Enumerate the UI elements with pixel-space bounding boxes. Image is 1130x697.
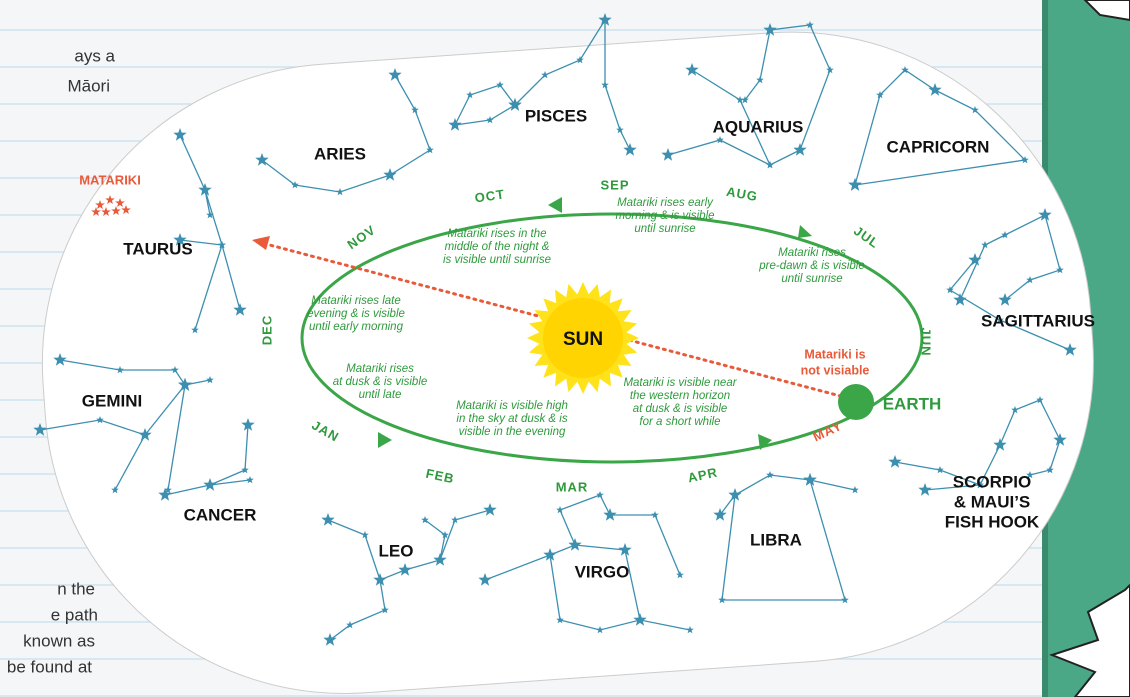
- background-text: be found at: [7, 657, 92, 676]
- label: MAR: [556, 479, 589, 494]
- label: is visible until sunrise: [443, 254, 551, 266]
- background-text: known as: [23, 631, 95, 650]
- diagram: ays a Māori n the e path known as be found at…: [0, 0, 1130, 697]
- label: Matariki rises in the: [447, 228, 546, 240]
- label: SCORPIO: [953, 472, 1031, 491]
- label: until sunrise: [781, 273, 842, 285]
- label: DEC: [259, 315, 274, 345]
- label: Matariki is: [804, 347, 865, 361]
- label: TAURUS: [123, 239, 193, 258]
- label: Matariki is visible near: [623, 377, 737, 389]
- label: SAGITTARIUS: [981, 311, 1095, 330]
- label: Matariki rises late: [311, 295, 400, 307]
- label: VIRGO: [575, 562, 630, 581]
- label: CAPRICORN: [887, 137, 990, 156]
- label: Matariki rises early: [617, 197, 714, 209]
- label: ARIES: [314, 144, 366, 163]
- background-text: e path: [51, 605, 98, 624]
- label: LIBRA: [750, 530, 802, 549]
- label: visible in the evening: [459, 426, 566, 438]
- label: Matariki rises: [778, 247, 846, 259]
- label: PISCES: [525, 106, 587, 125]
- label: EARTH: [883, 394, 942, 413]
- label: FISH HOOK: [945, 512, 1040, 531]
- label: LEO: [379, 541, 414, 560]
- label: JUN: [919, 327, 934, 356]
- label: in the sky at dusk & is: [456, 413, 567, 425]
- label: Matariki rises: [346, 363, 414, 375]
- background-text: Māori: [67, 76, 110, 95]
- label: AQUARIUS: [713, 117, 804, 136]
- label: MATARIKI: [79, 172, 141, 187]
- label: middle of the night &: [445, 241, 550, 253]
- label: GEMINI: [82, 391, 142, 410]
- label: at dusk & is visible: [633, 403, 728, 415]
- label: until early morning: [309, 321, 404, 333]
- label: & MAUI’S: [954, 492, 1031, 511]
- label: CANCER: [184, 505, 257, 524]
- earth: [838, 384, 874, 420]
- label: the western horizon: [630, 390, 730, 402]
- label: Matariki is visible high: [456, 400, 568, 412]
- label: pre-dawn & is visible: [758, 260, 864, 272]
- label: morning & is visible: [615, 210, 714, 222]
- label: at dusk & is visible: [333, 376, 428, 388]
- label: until sunrise: [634, 223, 695, 235]
- background-text: n the: [57, 579, 95, 598]
- label: SUN: [563, 329, 603, 350]
- label: SEP: [600, 177, 629, 192]
- label: not visiable: [801, 363, 870, 377]
- label: for a short while: [639, 416, 720, 428]
- background-text: ays a: [74, 46, 115, 65]
- label: evening & is visible: [307, 308, 405, 320]
- label: until late: [359, 389, 402, 401]
